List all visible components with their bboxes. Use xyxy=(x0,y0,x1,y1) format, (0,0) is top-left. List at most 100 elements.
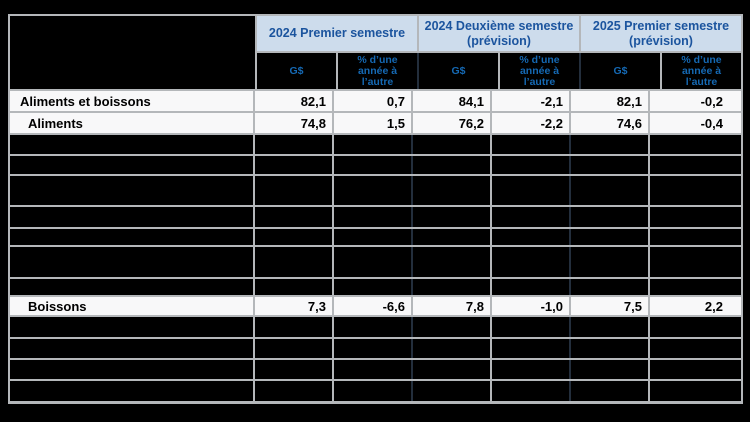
cell-value xyxy=(413,339,492,358)
table-row: Boissons 7,3 -6,6 7,8 -1,0 7,5 2,2 xyxy=(10,297,741,317)
cell-value xyxy=(413,317,492,337)
cell-value: -0,2 xyxy=(700,93,723,109)
cell-value: 82,1 xyxy=(255,91,334,111)
column-group-2024-h2: 2024 Deuxième semestre (prévision) xyxy=(419,16,581,51)
cell-value xyxy=(571,176,650,205)
cell-value xyxy=(571,156,650,174)
cell-value xyxy=(650,207,729,227)
cell-value: 1,5 xyxy=(334,113,413,133)
subheader-gs-2: G$ xyxy=(419,53,500,89)
corner-cell xyxy=(10,16,257,89)
cell-value xyxy=(650,156,729,174)
cell-value xyxy=(334,279,413,295)
cell-value: -6,6 xyxy=(334,297,413,315)
cell-value xyxy=(413,135,492,154)
row-label xyxy=(10,279,255,295)
row-label xyxy=(10,229,255,245)
cell-value xyxy=(492,317,571,337)
cell-value xyxy=(334,207,413,227)
cell-value xyxy=(571,135,650,154)
cell-value: 7,8 xyxy=(413,297,492,315)
row-label xyxy=(10,135,255,154)
cell-value xyxy=(650,247,729,277)
cell-value: 2,2 xyxy=(704,298,723,314)
cell-value: 82,1 xyxy=(571,91,650,111)
redacted-row xyxy=(10,176,741,207)
row-label xyxy=(10,176,255,205)
cell-value xyxy=(650,317,729,337)
cell-value xyxy=(492,207,571,227)
row-label xyxy=(10,207,255,227)
commodity-table: 2024 Premier semestre 2024 Deuxième seme… xyxy=(8,14,743,404)
cell-value xyxy=(255,229,334,245)
cell-value xyxy=(334,176,413,205)
cell-value: 74,8 xyxy=(255,113,334,133)
cell-value xyxy=(334,317,413,337)
table-row: Aliments et boissons 82,1 0,7 84,1 -2,1 82,1-… xyxy=(10,91,741,113)
redacted-row xyxy=(10,156,741,176)
subheader-pct-3: % d’une année à l’autre xyxy=(662,53,741,89)
cell-value xyxy=(255,381,334,401)
cell-value: 74,6 xyxy=(571,113,650,133)
cell-value: 7,5 xyxy=(571,297,650,315)
cell-value xyxy=(571,247,650,277)
redacted-row xyxy=(10,207,741,229)
column-groups: 2024 Premier semestre 2024 Deuxième seme… xyxy=(257,16,741,89)
cell-value xyxy=(492,360,571,379)
redacted-row xyxy=(10,135,741,156)
table-body: Aliments et boissons 82,1 0,7 84,1 -2,1 82,1-… xyxy=(10,91,741,401)
cell-value xyxy=(334,247,413,277)
row-label: Boissons xyxy=(10,297,255,315)
redacted-row xyxy=(10,247,741,279)
cell-value xyxy=(492,381,571,401)
cell-value xyxy=(255,339,334,358)
cell-value: 84,1 xyxy=(413,91,492,111)
column-group-2025-h1: 2025 Premier semestre (prévision) xyxy=(581,16,741,51)
subheader-pct-2: % d’une année à l’autre xyxy=(500,53,581,89)
cell-value xyxy=(255,247,334,277)
cell-value xyxy=(492,279,571,295)
cell-value xyxy=(571,339,650,358)
cell-value xyxy=(571,229,650,245)
cell-value xyxy=(571,381,650,401)
cell-value: -2,2 xyxy=(492,113,571,133)
cell-value xyxy=(255,156,334,174)
cell-value xyxy=(413,360,492,379)
cell-value xyxy=(413,229,492,245)
table-row: Aliments 74,8 1,5 76,2 -2,2 74,6 -0,4 xyxy=(10,113,741,135)
cell-value: 7,3 xyxy=(255,297,334,315)
cell-value: 76,2 xyxy=(413,113,492,133)
subheader-pct-1: % d’une année à l’autre xyxy=(338,53,419,89)
cell-value xyxy=(334,360,413,379)
cell-value xyxy=(255,207,334,227)
row-label xyxy=(10,317,255,337)
cell-value xyxy=(255,176,334,205)
redacted-row xyxy=(10,279,741,297)
cell-value xyxy=(650,135,729,154)
table-header: 2024 Premier semestre 2024 Deuxième seme… xyxy=(10,16,741,91)
cell-value xyxy=(334,229,413,245)
row-label xyxy=(10,156,255,174)
subheader-row: G$ % d’une année à l’autre G$ % d’une an… xyxy=(257,53,741,89)
cell-value: -1,0 xyxy=(492,297,571,315)
cell-value xyxy=(413,207,492,227)
subheader-gs-1: G$ xyxy=(257,53,338,89)
cell-value xyxy=(334,135,413,154)
cell-value xyxy=(255,135,334,154)
cell-value xyxy=(492,176,571,205)
cell-value xyxy=(334,156,413,174)
cell-value xyxy=(413,381,492,401)
cell-value xyxy=(413,247,492,277)
row-label xyxy=(10,247,255,277)
cell-value: 0,7 xyxy=(334,91,413,111)
cell-value xyxy=(571,279,650,295)
row-label xyxy=(10,339,255,358)
cell-value xyxy=(650,229,729,245)
cell-value xyxy=(650,279,729,295)
cell-value xyxy=(492,229,571,245)
cell-value xyxy=(255,360,334,379)
cell-value xyxy=(650,176,729,205)
cell-value xyxy=(413,156,492,174)
cell-value xyxy=(650,339,729,358)
cell-value: -2,1 xyxy=(492,91,571,111)
